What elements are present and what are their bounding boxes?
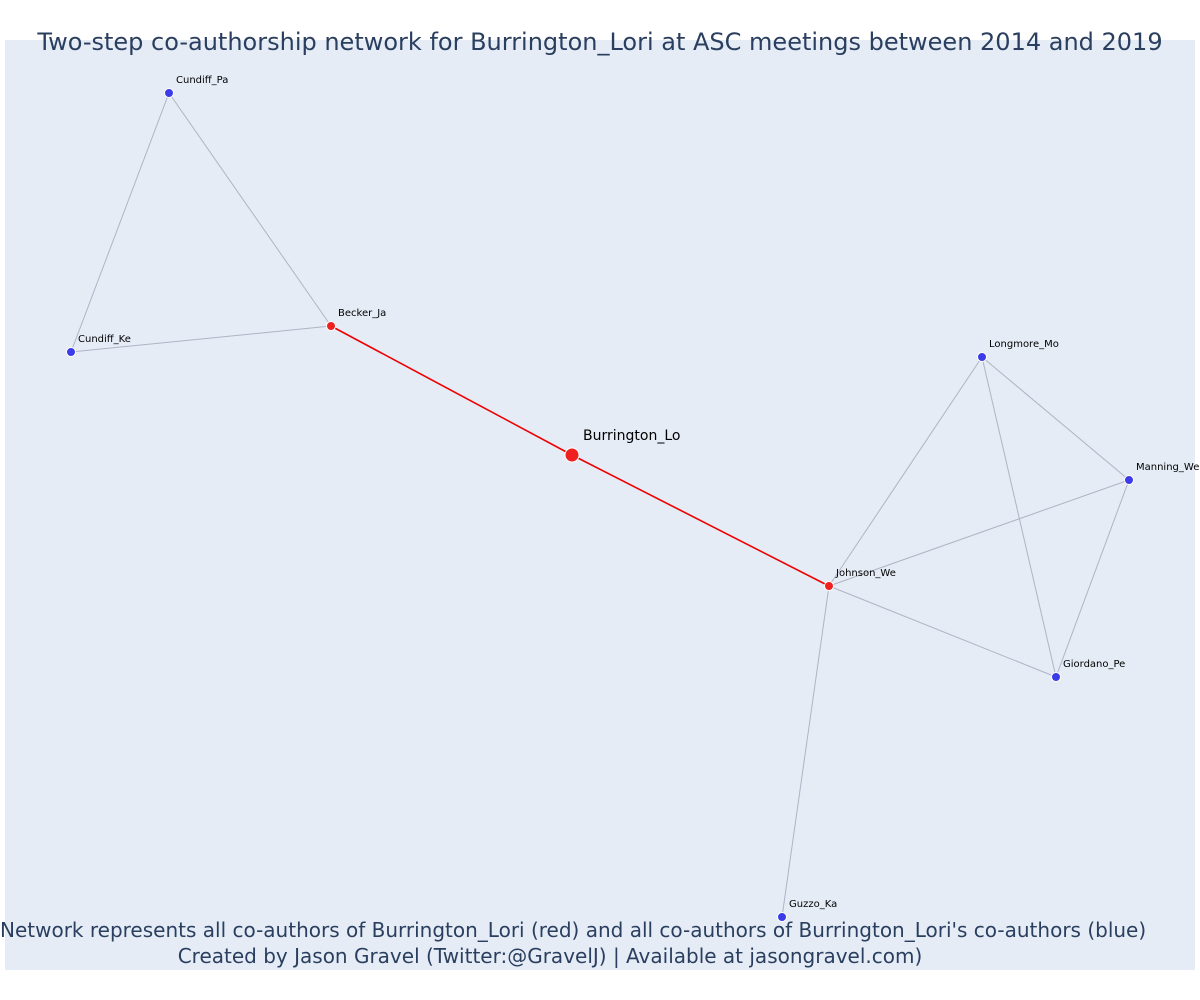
node-label-Cundiff_Ke: Cundiff_Ke <box>78 334 131 345</box>
node-label-Burrington_Lo: Burrington_Lo <box>583 428 680 444</box>
node-Cundiff_Pa[interactable] <box>164 88 174 98</box>
edge-Johnson_We-Manning_We <box>828 479 1130 587</box>
edge-Becker_Ja-Cundiff_Ke <box>70 325 332 353</box>
node-Johnson_We[interactable] <box>824 581 834 591</box>
edge-Becker_Ja-Cundiff_Pa <box>168 92 332 327</box>
node-Burrington_Lo[interactable] <box>564 447 580 463</box>
edge-Burrington_Lo-Becker_Ja <box>330 325 573 456</box>
edge-Longmore_Mo-Giordano_Pe <box>981 356 1057 678</box>
node-label-Cundiff_Pa: Cundiff_Pa <box>176 75 228 86</box>
edge-Manning_We-Giordano_Pe <box>1055 479 1130 678</box>
edge-Longmore_Mo-Manning_We <box>981 356 1130 481</box>
labels-layer: Burrington_Lo Becker_Ja Johnson_We Cundiff_… <box>78 75 1199 910</box>
node-Longmore_Mo[interactable] <box>977 352 987 362</box>
node-label-Manning_We: Manning_We <box>1136 462 1199 473</box>
nodes-layer <box>66 88 1134 922</box>
edge-Johnson_We-Longmore_Mo <box>828 356 983 587</box>
edge-Burrington_Lo-Johnson_We <box>571 454 830 587</box>
node-Giordano_Pe[interactable] <box>1051 672 1061 682</box>
edge-Johnson_We-Guzzo_Ka <box>781 585 830 918</box>
node-Guzzo_Ka[interactable] <box>777 912 787 922</box>
node-label-Johnson_We: Johnson_We <box>835 568 896 579</box>
node-label-Becker_Ja: Becker_Ja <box>338 308 386 319</box>
node-label-Giordano_Pe: Giordano_Pe <box>1063 659 1125 670</box>
edges-layer <box>70 92 1130 918</box>
edge-Cundiff_Pa-Cundiff_Ke <box>70 92 170 353</box>
node-label-Longmore_Mo: Longmore_Mo <box>989 339 1059 350</box>
plot-area <box>5 40 1195 970</box>
edge-Johnson_We-Giordano_Pe <box>828 585 1057 678</box>
caption-credit: Created by Jason Gravel (Twitter:@Gravel… <box>177 944 923 968</box>
node-Becker_Ja[interactable] <box>326 321 336 331</box>
node-Manning_We[interactable] <box>1124 475 1134 485</box>
node-Cundiff_Ke[interactable] <box>66 347 76 357</box>
node-label-Guzzo_Ka: Guzzo_Ka <box>789 899 837 910</box>
chart-title: Two-step co-authorship network for Burri… <box>37 28 1163 56</box>
caption-description: Network represents all co-authors of Bur… <box>0 918 1147 942</box>
